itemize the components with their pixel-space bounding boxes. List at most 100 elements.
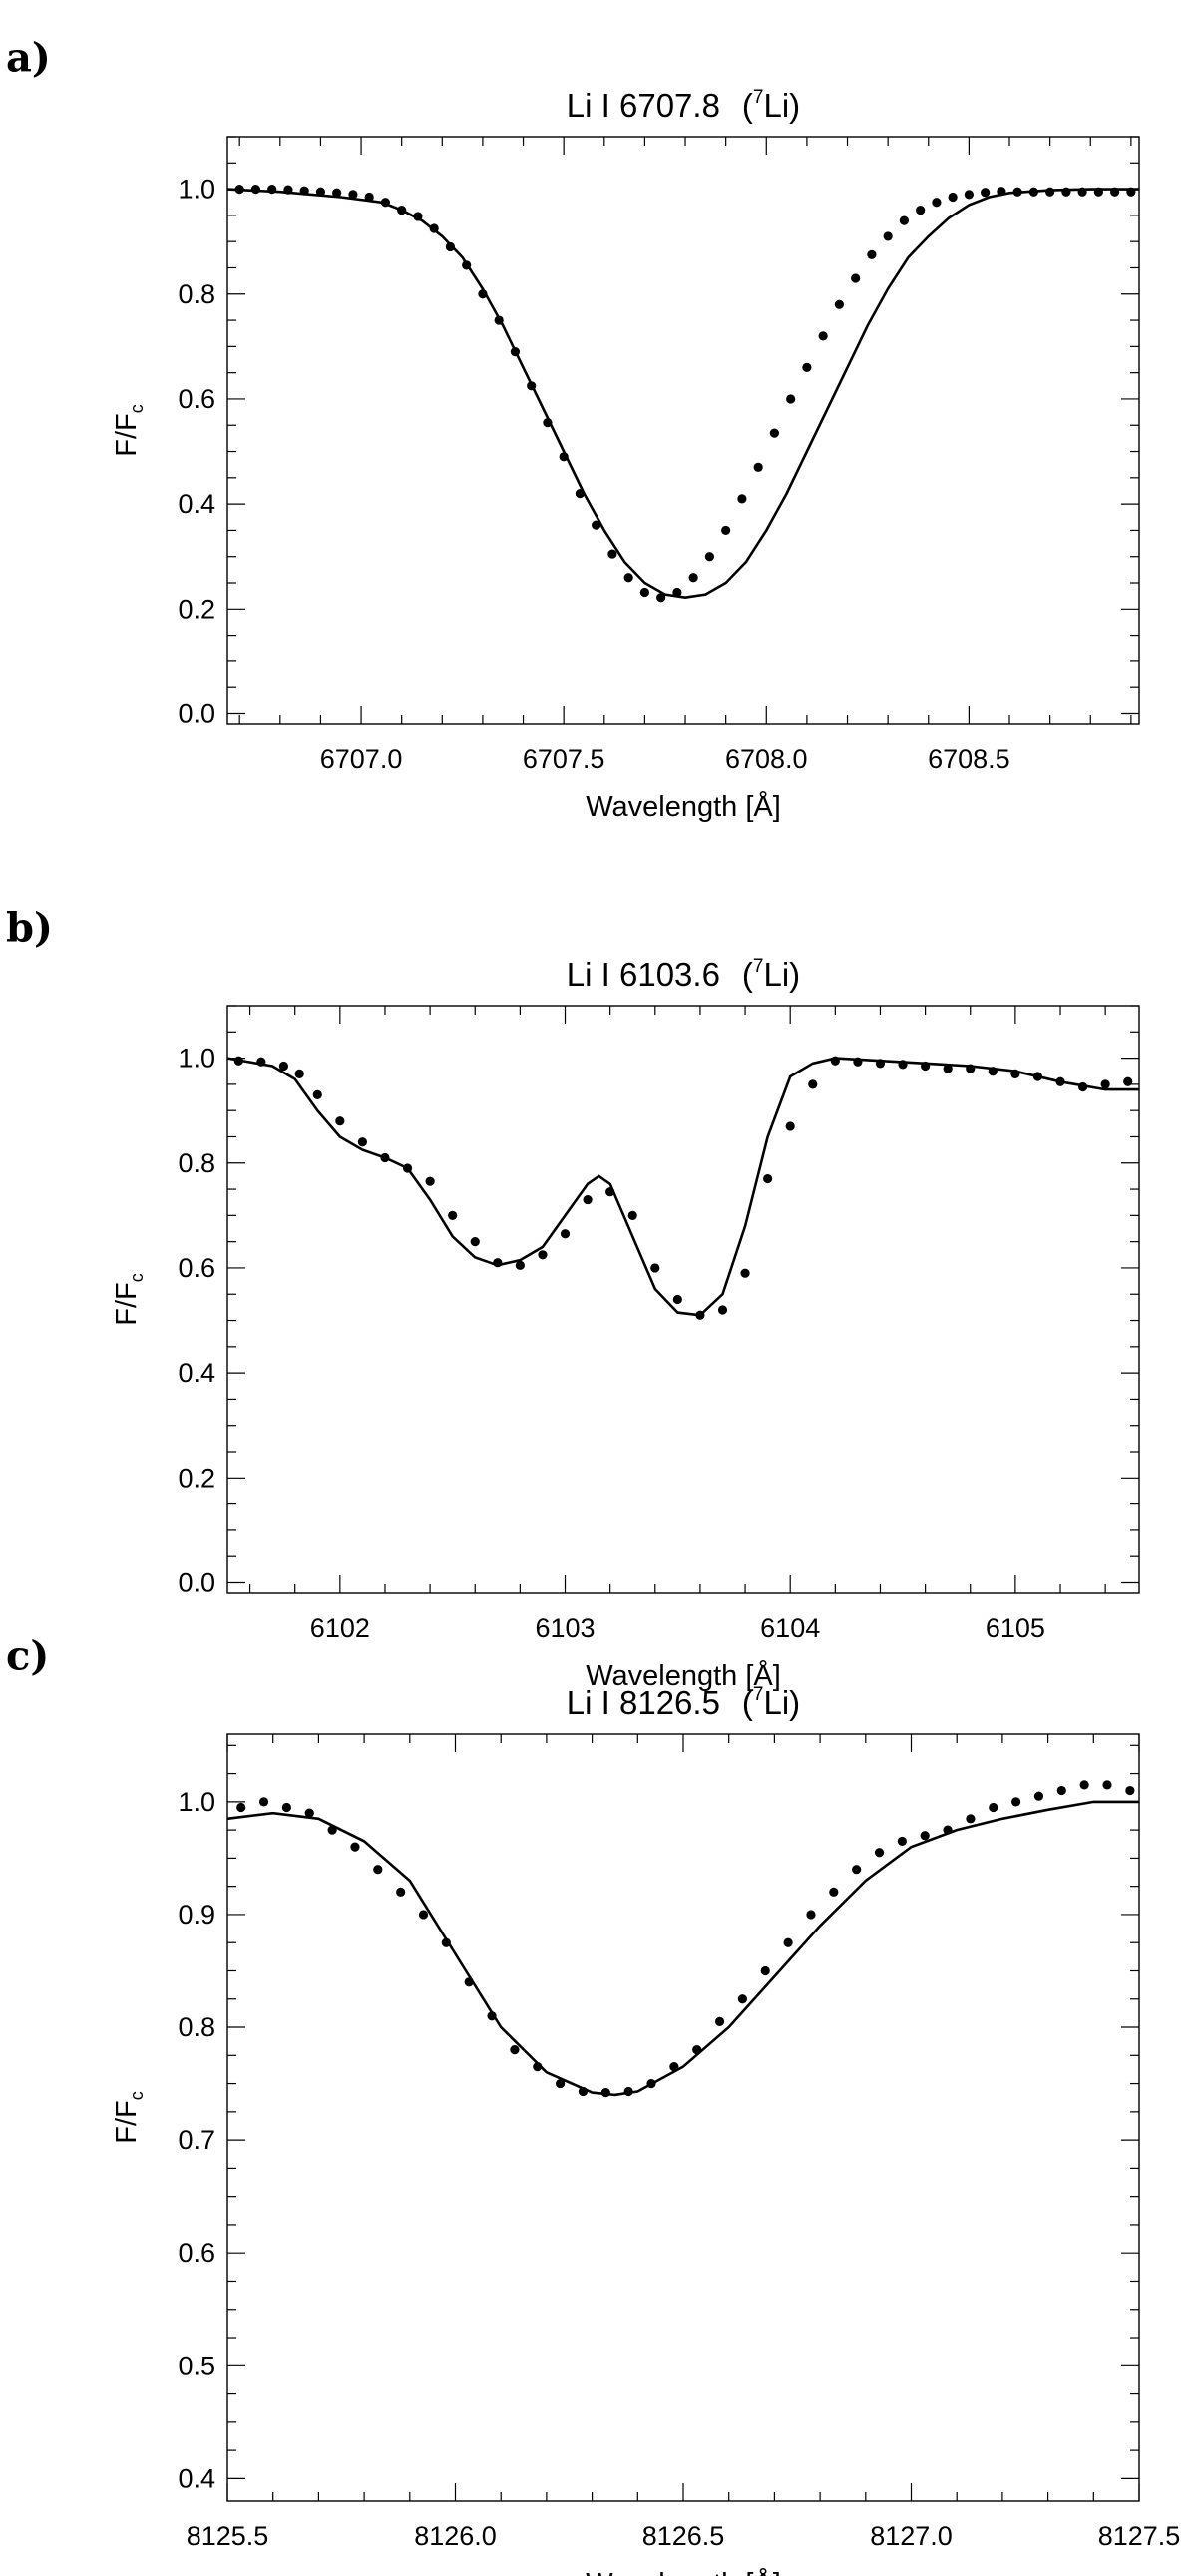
x-tick-label: 6102	[310, 1613, 370, 1643]
y-tick-label: 0.4	[178, 489, 215, 519]
observed-data-point	[380, 1152, 390, 1163]
observed-data-point	[623, 2086, 633, 2097]
observed-data-point	[808, 1079, 818, 1089]
title-element: Li)	[764, 87, 801, 124]
observed-data-point	[692, 2045, 702, 2055]
observed-data-point	[373, 1865, 383, 1875]
observed-data-point	[669, 2062, 679, 2072]
observed-data-point	[916, 206, 926, 215]
observed-data-point	[448, 1210, 458, 1220]
y-tick-label: 1.0	[178, 1044, 215, 1073]
observed-data-point	[1012, 187, 1022, 197]
y-tick-label: 0.8	[178, 1148, 215, 1178]
observed-data-point	[234, 184, 244, 195]
y-tick-label: 0.4	[178, 1358, 215, 1388]
x-axis-label: Wavelength [Å]	[586, 1659, 781, 1692]
observed-data-point	[425, 1176, 435, 1186]
observed-data-point	[350, 1842, 360, 1852]
y-tick-label: 0.7	[178, 2125, 215, 2155]
observed-data-point	[1123, 1076, 1133, 1086]
observed-data-point	[966, 1064, 976, 1073]
y-tick-label: 0.9	[178, 1900, 215, 1930]
observed-data-point	[763, 1173, 773, 1184]
panel-c: c) Li I 8126.5 (7Li) 8125.5 8126.0 8126.5 8127…	[6, 1633, 1180, 2576]
observed-data-point	[830, 1056, 840, 1066]
observed-data-point	[283, 185, 293, 195]
observed-data-point	[418, 1910, 429, 1920]
observed-data-point	[487, 2011, 497, 2021]
observed-data-point	[396, 1887, 406, 1897]
observed-data-point	[623, 573, 633, 583]
observed-data-point	[1032, 1072, 1043, 1081]
observed-data-point	[1055, 1076, 1065, 1086]
panel-b: b) Li I 6103.6 (7Li) 6102 6103 6104 6105 0.0 0.2…	[6, 905, 1140, 1692]
observed-data-point	[714, 2016, 725, 2026]
x-tick-label: 6708.5	[928, 744, 1010, 774]
y-tick-label: 0.6	[178, 1253, 215, 1283]
observed-data-point	[327, 1825, 337, 1835]
y-tick-label: 1.0	[178, 1787, 215, 1817]
y-axis-label: F/Fc	[111, 2091, 147, 2144]
observed-data-point	[853, 1057, 863, 1067]
observed-data-point	[1045, 187, 1055, 197]
observed-data-point	[920, 1831, 930, 1841]
x-tick-label: 8126.0	[414, 2521, 497, 2551]
observed-data-point	[997, 187, 1006, 197]
observed-data-point	[559, 452, 569, 462]
observed-data-point	[357, 1137, 368, 1147]
x-tick-label: 6708.0	[725, 744, 808, 774]
observed-data-point	[874, 1848, 885, 1858]
observed-data-point	[348, 190, 358, 200]
observed-data-point	[233, 1056, 243, 1066]
y-tick-label: 0.8	[178, 2012, 215, 2042]
observed-data-point	[413, 212, 423, 221]
chart-title: Li I 8126.5 (7Li)	[567, 1684, 800, 1721]
observed-data-point	[1011, 1797, 1021, 1807]
observed-data-point	[1061, 187, 1071, 197]
title-element: Li)	[764, 956, 801, 993]
x-axis-label: Wavelength [Å]	[586, 2567, 781, 2576]
observed-data-point	[737, 1994, 748, 2004]
observed-data-point	[556, 2078, 566, 2089]
observed-data-point	[256, 1057, 266, 1067]
y-axis-label: F/Fc	[111, 404, 147, 457]
observed-data-point	[897, 1836, 907, 1847]
observed-data-point	[294, 1069, 304, 1078]
observed-data-point	[948, 192, 958, 203]
observed-data-point	[335, 1116, 345, 1126]
title-main: Li I 6103.6	[567, 956, 720, 993]
x-tick-label: 8126.5	[642, 2521, 725, 2551]
observed-data-point	[236, 1802, 246, 1813]
observed-data-point	[717, 1305, 728, 1315]
observed-data-point	[899, 215, 909, 225]
observed-data-point	[704, 552, 715, 562]
observed-data-point	[867, 249, 877, 259]
observed-data-point	[607, 549, 617, 559]
observed-data-point	[1079, 1780, 1089, 1790]
observed-data-point	[510, 347, 521, 357]
observed-data-point	[464, 1977, 474, 1987]
observed-data-point	[721, 525, 731, 536]
y-tick-label: 0.0	[178, 698, 215, 728]
y-tick-label: 0.4	[178, 2463, 215, 2493]
title-paren: (	[742, 956, 753, 993]
observed-data-point	[397, 206, 407, 215]
observed-data-point	[1077, 187, 1087, 197]
y-tick-label: 0.0	[178, 1567, 215, 1597]
observed-data-point	[740, 1268, 750, 1278]
observed-data-point	[600, 2088, 610, 2098]
observed-data-point	[988, 1067, 998, 1076]
x-axis-label: Wavelength [Å]	[586, 790, 781, 823]
observed-data-point	[943, 1064, 953, 1073]
observed-data-point	[281, 1802, 292, 1813]
observed-data-point	[1077, 1081, 1088, 1092]
observed-data-point	[898, 1060, 908, 1070]
y-axis-label-subscript: c	[127, 1273, 147, 1282]
observed-data-point	[493, 1258, 503, 1268]
observed-data-point	[802, 362, 812, 372]
title-paren: (	[742, 87, 753, 124]
x-tick-label: 8125.5	[187, 2521, 269, 2551]
observed-data-point	[834, 299, 844, 309]
y-tick-label: 0.6	[178, 2238, 215, 2268]
observed-data-point	[851, 273, 861, 283]
